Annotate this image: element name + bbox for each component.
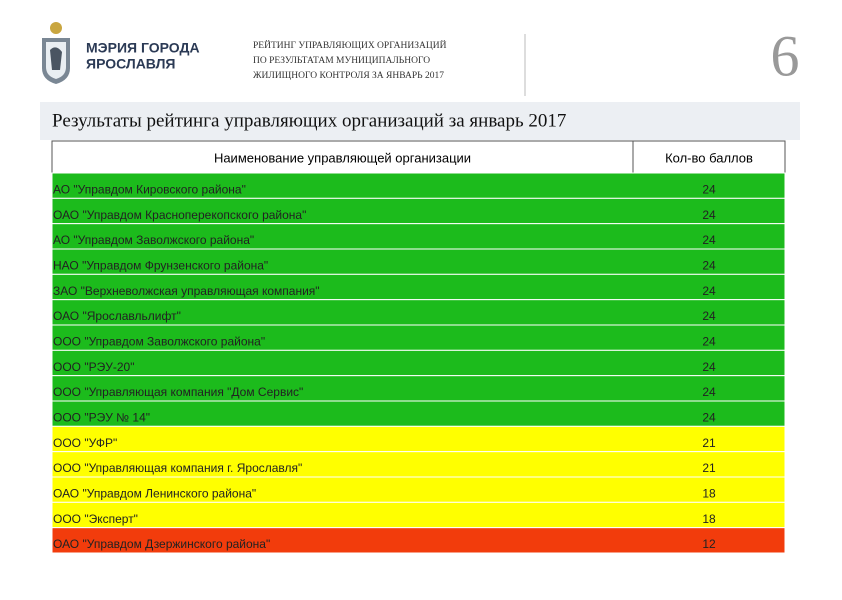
header-subtitle: РЕЙТИНГ УПРАВЛЯЮЩИХ ОРГАНИЗАЦИЙ	[253, 39, 447, 51]
table: Наименование управляющей организации Кол-…	[51, 140, 786, 554]
org-name: ООО "УФР"	[53, 436, 117, 450]
org-name: ООО "РЭУ № 14"	[53, 411, 150, 425]
score: 24	[702, 183, 716, 197]
org-name: ООО "Управляющая компания "Дом Сервис"	[53, 385, 303, 399]
score: 12	[702, 537, 716, 551]
logo-emblem	[42, 22, 70, 84]
score: 24	[702, 233, 716, 247]
table-row	[51, 501, 786, 529]
score: 24	[702, 411, 716, 425]
score: 24	[702, 309, 716, 323]
org-name: ООО "Управдом Заволжского района"	[53, 335, 265, 349]
table-row	[51, 527, 786, 554]
org-name: ЗАО "Верхневолжская управляющая компания…	[53, 284, 320, 298]
score: 18	[702, 487, 716, 501]
score: 21	[702, 461, 716, 475]
table-row	[51, 299, 786, 326]
org-name: ООО "РЭУ-20"	[53, 360, 134, 374]
org-name: ОАО "Управдом Ленинского района"	[53, 487, 256, 501]
page-title: Результаты рейтинга управляющих организа…	[52, 110, 566, 131]
score: 21	[702, 436, 716, 450]
header-row	[51, 140, 786, 174]
score: 24	[702, 208, 716, 222]
header-subtitle: ЖИЛИЩНОГО КОНТРОЛЯ ЗА ЯНВАРЬ 2017	[253, 71, 444, 81]
header-subtitle: ПО РЕЗУЛЬТАТАМ МУНИЦИПАЛЬНОГО	[253, 56, 430, 66]
score: 24	[702, 360, 716, 374]
score: 24	[702, 335, 716, 349]
logo-text: МЭРИЯ ГОРОДА	[86, 40, 200, 56]
score: 18	[702, 512, 716, 526]
table-row	[51, 273, 786, 301]
column-header: Кол-во баллов	[665, 150, 753, 165]
table-row	[51, 425, 786, 453]
table-row	[51, 223, 786, 250]
score: 24	[702, 385, 716, 399]
column-header: Наименование управляющей организации	[214, 150, 471, 165]
score: 24	[702, 284, 716, 298]
table-row	[51, 451, 786, 478]
table-row	[51, 375, 786, 402]
table-row	[51, 349, 786, 377]
org-name: ООО "Эксперт"	[53, 512, 138, 526]
org-name: ОАО "Управдом Красноперекопского района"	[53, 208, 306, 222]
org-name: АО "Управдом Заволжского района"	[53, 233, 254, 247]
table-row	[51, 476, 786, 503]
page-number: 6	[771, 23, 800, 88]
title-band	[40, 102, 800, 140]
table-row	[51, 197, 786, 225]
org-name: ООО "Управляющая компания г. Ярославля"	[53, 461, 302, 475]
logo-text: ЯРОСЛАВЛЯ	[86, 56, 175, 72]
org-name: ОАО "Ярославльлифт"	[53, 309, 181, 323]
table-row	[51, 400, 786, 427]
table-row	[51, 248, 786, 275]
org-name: НАО "Управдом Фрунзенского района"	[53, 259, 268, 273]
org-name: АО "Управдом Кировского района"	[53, 183, 246, 197]
org-name: ОАО "Управдом Дзержинского района"	[53, 537, 270, 551]
table-row	[51, 324, 786, 351]
score: 24	[702, 259, 716, 273]
